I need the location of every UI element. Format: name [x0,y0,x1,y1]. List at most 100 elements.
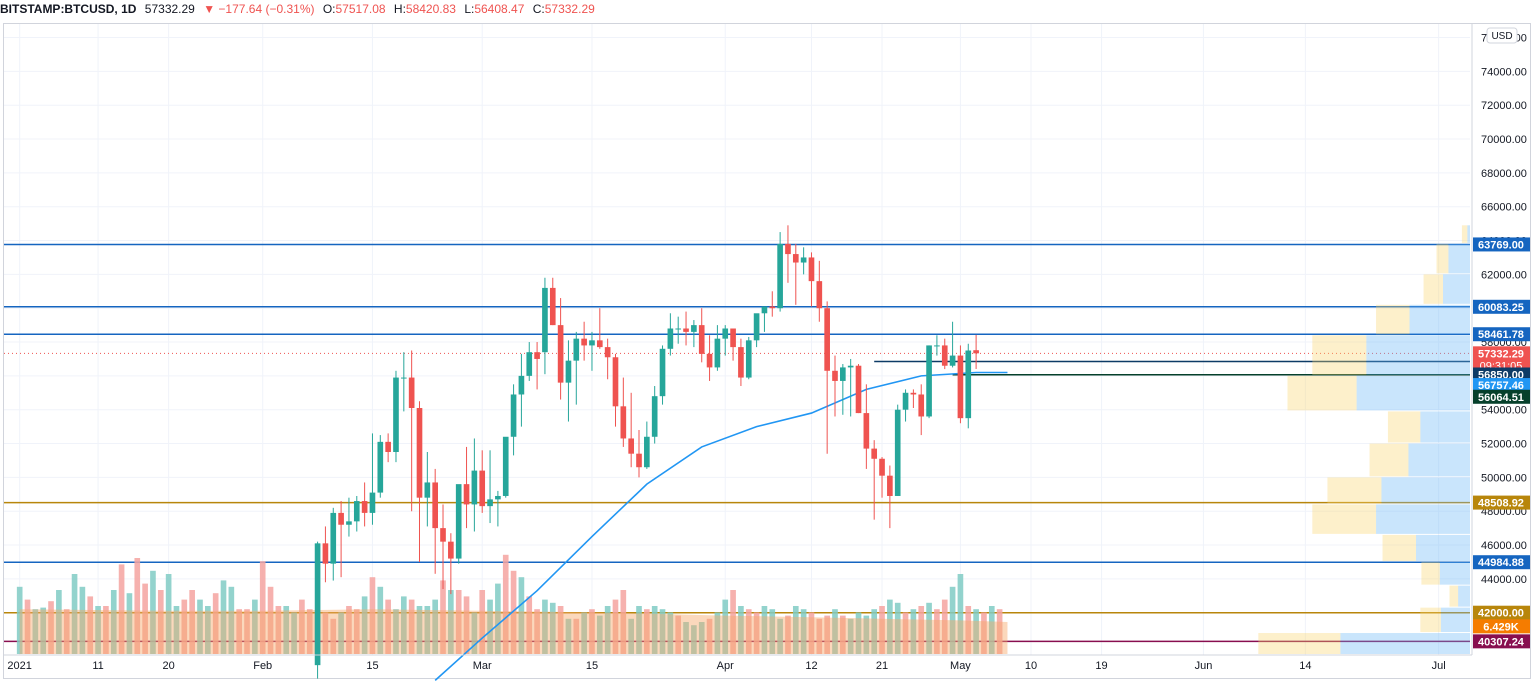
candle-body [918,394,925,417]
volume-bar [385,599,391,654]
volume-bar [32,609,39,654]
volume-bar [40,607,47,654]
volume-bar [377,586,384,654]
volume-bar [95,606,101,654]
volume-bar [698,622,705,654]
volume-bar [87,596,94,654]
candle-body [957,355,964,419]
hline-label-bg [1473,605,1530,620]
candle-body [416,408,423,498]
hline-label: 48508.92 [1478,498,1524,510]
volume-profile-up [1287,375,1357,411]
volume-bar [142,583,148,654]
candle-body [753,313,760,341]
candle-body [644,436,650,468]
volume-bar [824,615,830,654]
hline-label-bg [1473,299,1530,314]
candle-body [683,328,689,332]
volume-bar [785,615,791,654]
volume-bar [400,596,407,654]
volume-profile-up [1421,561,1440,585]
volume-bar [212,593,219,654]
x-tick-label: 10 [1025,660,1037,672]
candle-body [800,257,807,263]
hline-label-bg [1473,327,1530,342]
volume-bar [973,609,979,654]
candle-body [628,438,634,454]
volume-bar [134,558,141,654]
volume-profile-down [1439,561,1470,585]
volume-bar [361,596,368,654]
candle-body [785,243,791,255]
candle-body [863,413,870,449]
volume-bar [644,609,650,654]
volume-bar [832,609,838,654]
volume-bar [259,561,266,654]
volume-bar [949,586,956,654]
hline-label: 63769.00 [1478,239,1524,251]
volume-bar [16,586,23,654]
volume-bar [448,590,454,654]
volume-bar [510,570,517,654]
volume-bar [816,618,823,654]
candle-body [604,347,611,358]
volume-bar [63,609,70,654]
volume-bar [71,574,78,654]
currency-button[interactable]: USD [1486,27,1518,44]
volume-profile-down [1356,375,1470,411]
volume-bar [338,612,344,654]
volume-bar [369,577,376,654]
candle-body [432,482,438,529]
volume-bar [432,599,438,654]
open-label: O: [322,2,336,16]
candle-body [714,338,721,368]
candle-body [887,475,893,496]
candle-body [487,499,493,507]
candles [314,225,979,679]
volume-profile-down [1381,477,1470,504]
volume-bar [283,606,290,654]
volume-bar [220,580,227,654]
volume-bar [299,599,305,654]
candle-body [745,340,752,378]
volume-bar [651,606,658,654]
price-tag-bg [1473,378,1530,393]
price-tag: 56064.51 [1478,392,1524,404]
x-tick-label: 11 [92,660,103,672]
volume-bar [589,609,595,654]
candle-body [463,484,470,505]
time-axis[interactable]: 2021 11 20 Feb 15 Mar 15 Apr 12 21 May 10 19 Jun 14 Jul [4,654,1472,672]
volume-profile-down [1366,335,1470,375]
volume-bars [16,554,1008,654]
y-tick-label: 70000.00 [1481,134,1527,146]
candle-body [542,287,548,353]
hline-label-bg [1473,555,1530,570]
volume-bar [197,599,203,654]
volume-bar [103,606,109,654]
y-tick-label: 74000.00 [1481,66,1527,78]
volume-bar [761,606,768,654]
low-value: 56408.47 [474,2,525,16]
candle-body [667,328,674,349]
volume-bar [769,609,776,654]
candle-body [840,367,846,381]
x-tick-label: 15 [586,660,598,672]
x-tick-label: Jul [1432,660,1446,672]
volume-profile-up [1449,585,1459,607]
candle-body [824,308,830,371]
volume-bar [79,586,86,654]
symbol-header: BITSTAMP:BTCUSD, 1D 57332.29 ▼ −177.64 (… [0,0,595,18]
candle-body [636,453,642,468]
volume-profile-up [1382,534,1416,561]
volume-bar [745,609,752,654]
volume-bar [416,606,423,654]
symbol-name[interactable]: BITSTAMP:BTCUSD, 1D [0,2,137,16]
volume-bar [941,599,948,654]
close-label: C: [532,2,545,16]
volume-bar [792,606,799,654]
volume-bar [181,599,188,654]
candle-body [353,501,360,522]
volume-bar [604,606,611,654]
candle-body [651,396,658,437]
